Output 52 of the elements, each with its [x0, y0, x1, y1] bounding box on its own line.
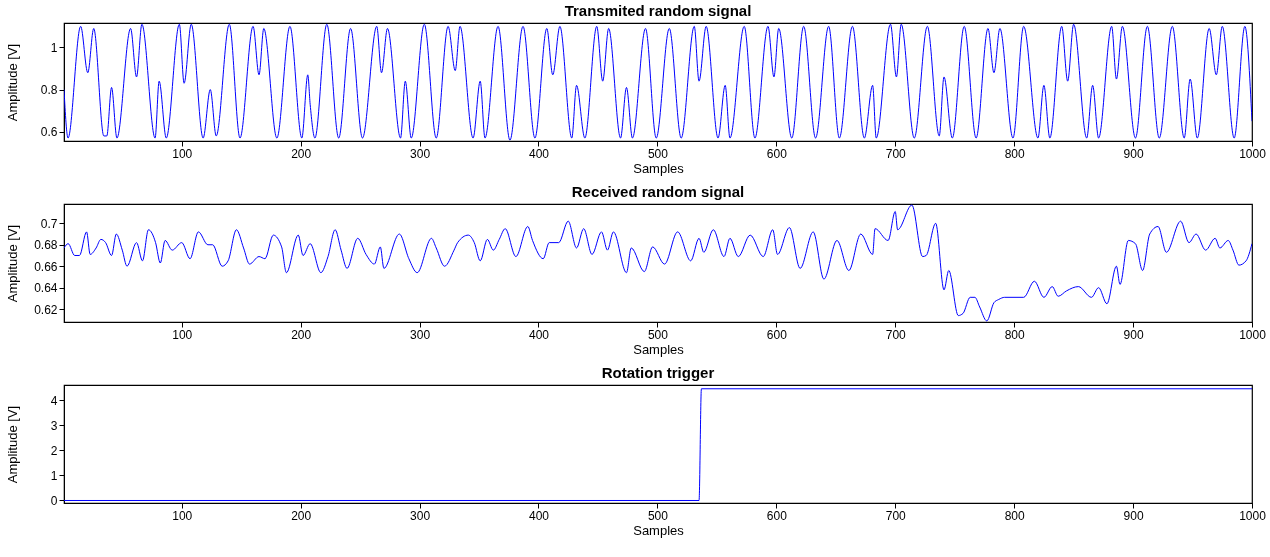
- x-tick-label: 100: [172, 327, 193, 342]
- chart-title: Transmited random signal: [564, 2, 752, 19]
- x-tick-label: 700: [885, 327, 907, 342]
- y-tick-label: 3: [50, 418, 58, 433]
- x-tick-label: 500: [647, 146, 669, 161]
- x-tick-label: 300: [410, 508, 431, 523]
- y-tick-label: 1: [50, 40, 58, 55]
- y-tick-label: 4: [50, 393, 58, 408]
- y-axis-title: Amplitude [V]: [4, 43, 20, 122]
- y-tick-label: 0.68: [34, 238, 58, 253]
- y-tick-label: 0.64: [34, 281, 58, 296]
- y-tick-label: 0.6: [40, 125, 58, 140]
- y-tick-label: 1: [50, 468, 58, 483]
- x-tick-label: 600: [766, 327, 788, 342]
- y-tick-label: 0: [50, 493, 58, 508]
- x-tick-label: 1000: [1239, 508, 1267, 523]
- y-tick-label: 0.8: [40, 83, 58, 98]
- x-tick-label: 900: [1123, 146, 1144, 161]
- y-tick-label: 0.62: [34, 302, 58, 317]
- y-axis-title: Amplitude [V]: [4, 405, 20, 484]
- x-tick-label: 200: [291, 327, 312, 342]
- x-tick-label: 400: [528, 508, 550, 523]
- x-tick-label: 400: [528, 327, 550, 342]
- x-tick-label: 800: [1004, 508, 1025, 523]
- x-tick-label: 300: [410, 327, 431, 342]
- x-tick-label: 100: [172, 146, 193, 161]
- x-axis-title: Samples: [633, 522, 685, 538]
- x-tick-label: 1000: [1239, 146, 1267, 161]
- x-tick-label: 200: [291, 508, 312, 523]
- x-tick-label: 900: [1123, 327, 1144, 342]
- x-axis-title: Samples: [633, 341, 685, 357]
- y-tick-label: 0.66: [34, 259, 58, 274]
- x-tick-label: 700: [885, 508, 907, 523]
- x-axis-title: Samples: [633, 160, 685, 176]
- x-tick-label: 100: [172, 508, 193, 523]
- chart-title: Received random signal: [571, 183, 745, 200]
- x-tick-label: 900: [1123, 508, 1144, 523]
- y-axis-title: Amplitude [V]: [4, 224, 20, 303]
- x-tick-label: 400: [528, 146, 550, 161]
- x-tick-label: 600: [766, 146, 788, 161]
- x-tick-label: 500: [647, 327, 669, 342]
- x-tick-label: 200: [291, 146, 312, 161]
- x-tick-label: 300: [410, 146, 431, 161]
- chart-title: Rotation trigger: [601, 364, 715, 381]
- x-tick-label: 1000: [1239, 327, 1267, 342]
- x-tick-label: 600: [766, 508, 788, 523]
- x-tick-label: 700: [885, 146, 907, 161]
- x-tick-label: 800: [1004, 146, 1025, 161]
- x-tick-label: 800: [1004, 327, 1025, 342]
- x-tick-label: 500: [647, 508, 669, 523]
- y-tick-label: 0.7: [40, 216, 58, 231]
- y-tick-label: 2: [50, 443, 58, 458]
